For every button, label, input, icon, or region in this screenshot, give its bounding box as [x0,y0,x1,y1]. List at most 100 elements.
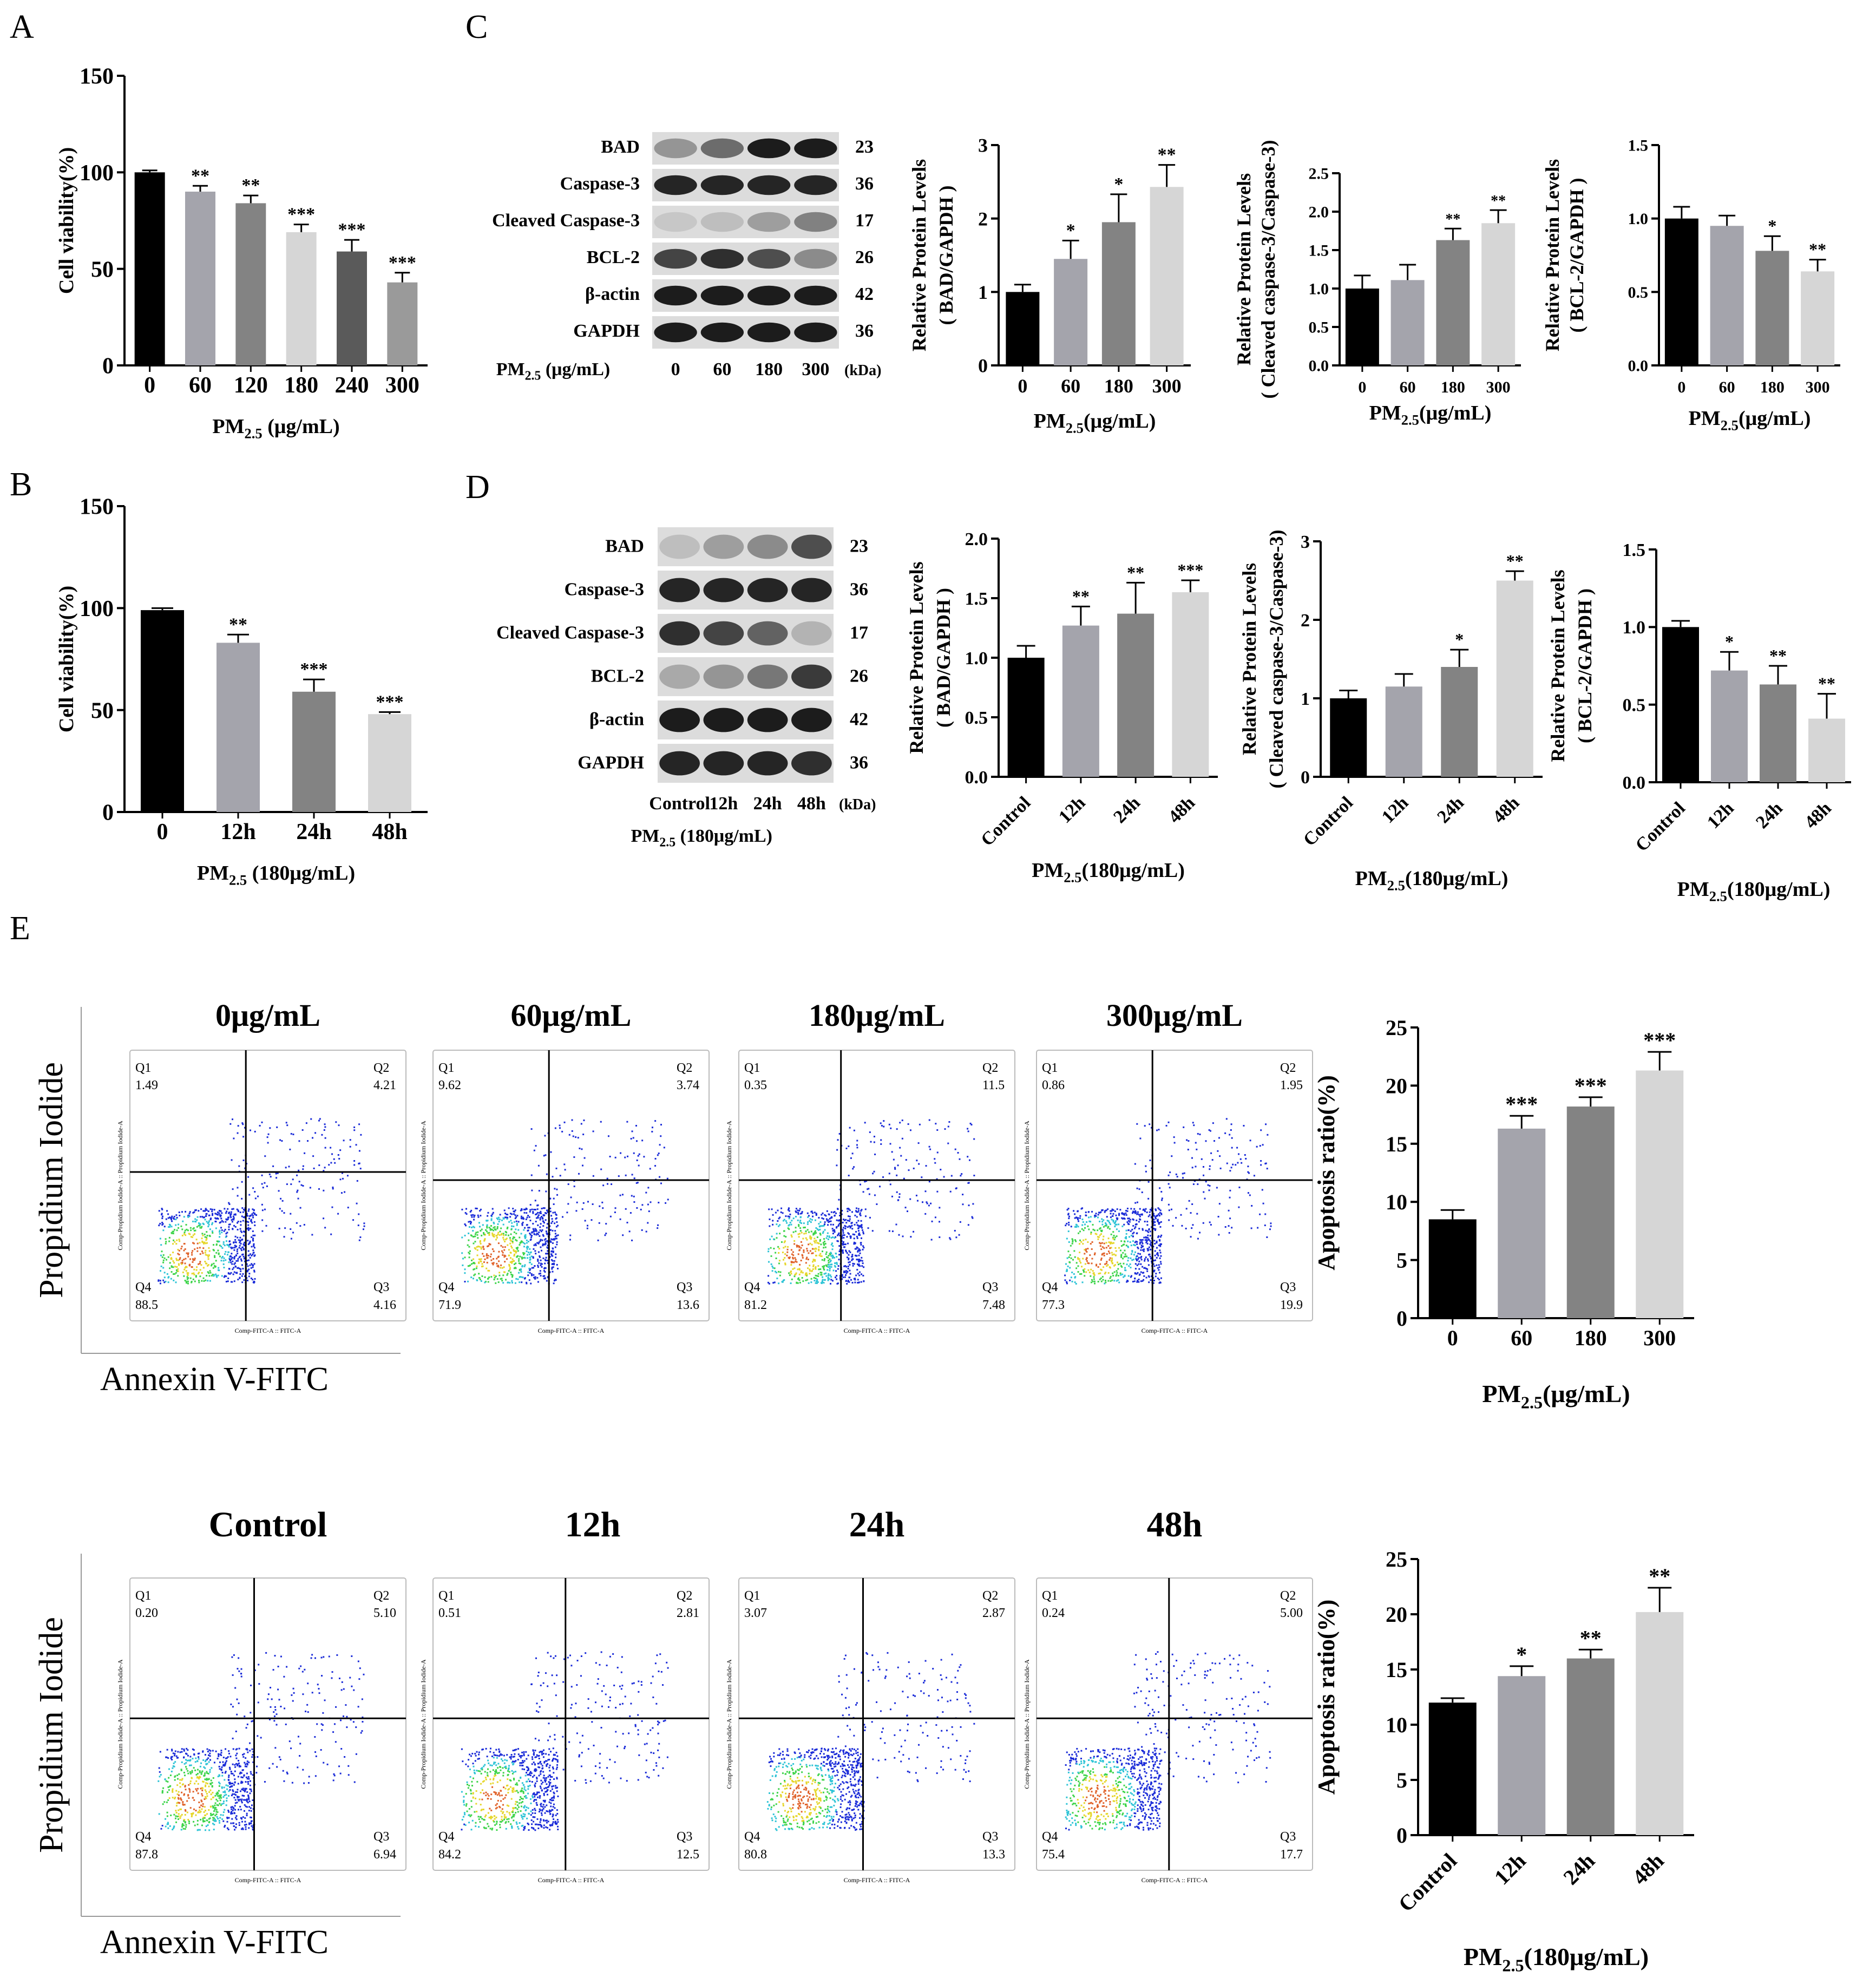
flow-event [248,1217,250,1220]
flow-event [1094,1214,1096,1216]
flow-event [947,1125,949,1128]
flow-event [811,1248,814,1250]
flow-event [798,1245,801,1247]
flow-event [194,1218,196,1220]
flow-event [300,1665,302,1667]
flow-event [1201,1158,1203,1160]
flow-event [972,1203,974,1205]
flow-event [552,1271,554,1273]
flow-event [1141,1241,1143,1243]
flow-event [199,1770,201,1772]
flow-event [825,1275,828,1277]
flow-event [221,1232,223,1234]
flow-event [181,1263,183,1265]
flow-event [338,1157,340,1160]
flow-event [1151,1260,1153,1262]
flow-event [195,1788,197,1790]
flow-event [648,1210,650,1213]
flow-event [845,1226,847,1228]
flow-event [207,1280,209,1282]
flow-event [261,1203,263,1206]
flow-event [829,1274,831,1276]
flow-event [171,1749,173,1751]
flow-event [180,1808,182,1810]
flow-event [495,1275,497,1278]
flow-event [539,1270,541,1272]
flow-event [188,1759,190,1762]
flow-event [538,1190,540,1192]
flow-event [1114,1210,1116,1213]
flow-event [1136,1281,1138,1283]
flow-event [1173,1142,1176,1144]
flow-event [206,1763,208,1765]
y-tick-label: 20 [1386,1073,1407,1098]
flow-event [292,1232,294,1234]
flow-event [196,1219,198,1221]
flow-event [241,1207,244,1209]
significance-label: ** [241,175,260,195]
flow-event [204,1829,206,1831]
flow-event [247,1240,249,1242]
flow-event [1107,1226,1110,1228]
flow-event [778,1225,780,1227]
flow-event [252,1208,254,1210]
flow-event [1084,1223,1086,1226]
flow-event [851,1281,854,1284]
flow-event [798,1209,801,1212]
flow-event [174,1241,176,1243]
flow-event [524,1235,526,1237]
flow-event [805,1232,807,1234]
flow-event [514,1253,516,1255]
flow-event [1158,1223,1160,1225]
flow-event [176,1802,178,1804]
x-tick-label: 180 [1760,378,1785,396]
flow-event [1209,1185,1211,1187]
flow-event [264,1155,266,1157]
flow-event [823,1268,825,1271]
flow-event [818,1246,820,1248]
flow-event [1105,1242,1107,1244]
flow-event [269,1127,271,1129]
flow-event [496,1265,498,1267]
flow-event [834,1265,836,1267]
flow-event [854,1281,856,1284]
flow-event [1129,1263,1131,1265]
flow-event [1098,1236,1100,1238]
flow-event [544,1243,546,1246]
flow-event [969,1122,972,1124]
flow-event [1109,1257,1111,1259]
flow-event [244,1260,246,1262]
flow-event [1159,1240,1161,1242]
flow-event [254,1669,256,1671]
flow-event [296,1222,298,1224]
flow-event [809,1265,811,1267]
flow-event [549,1197,552,1200]
quadrant-name: Q2 [373,1061,389,1075]
flow-event [805,1279,807,1281]
flow-event [199,1253,201,1255]
flow-event [567,1183,569,1186]
flow-event [224,1245,226,1247]
flow-event [1187,1149,1189,1151]
x-tick-label: 48h [1801,798,1835,833]
flow-event [857,1210,860,1212]
flow-event [573,1156,575,1158]
flow-event [233,1654,235,1656]
flow-event [540,1264,542,1266]
flow-event [510,1233,512,1235]
flow-event [238,1762,240,1764]
flow-event [213,1817,215,1819]
flow-event [237,1763,239,1765]
flow-event [1157,1277,1159,1279]
flow-event [188,1787,191,1790]
flow-event [539,1256,541,1258]
flow-event [502,1217,504,1219]
flow-event [486,1224,488,1226]
flow-event [841,1213,843,1215]
flow-event [832,1233,834,1235]
flow-event [633,1201,635,1203]
flow-event [814,1237,816,1240]
flow-event [527,1274,529,1276]
flow-event [1069,1279,1071,1281]
flow-event [1096,1233,1098,1235]
